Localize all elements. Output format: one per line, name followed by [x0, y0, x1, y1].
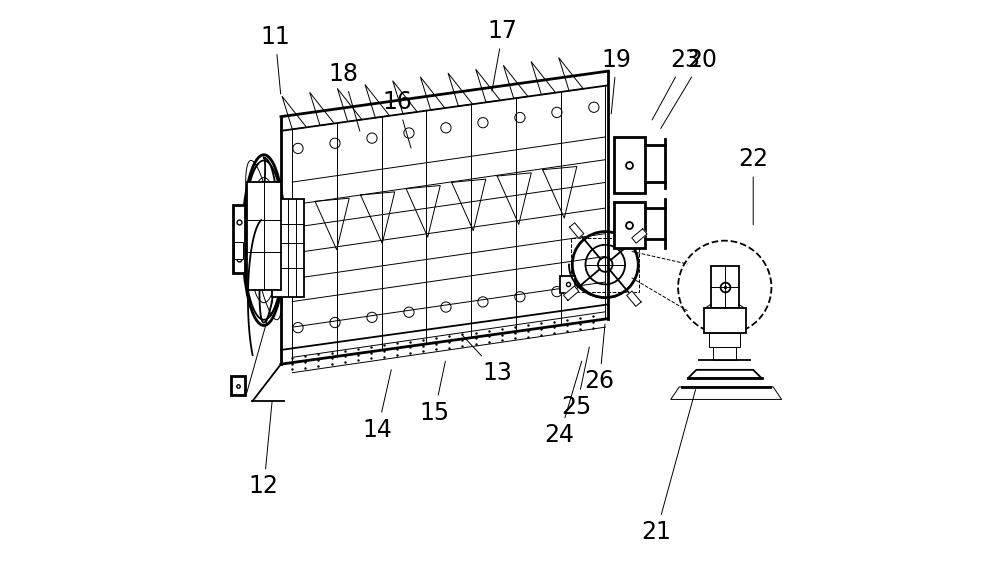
Text: 21: 21	[642, 390, 696, 544]
Polygon shape	[560, 276, 575, 293]
Text: 13: 13	[462, 335, 512, 385]
Text: 16: 16	[383, 90, 413, 148]
Circle shape	[598, 257, 613, 272]
Text: 19: 19	[602, 48, 632, 114]
Polygon shape	[671, 387, 782, 399]
Polygon shape	[272, 199, 304, 297]
Text: 12: 12	[249, 401, 279, 498]
Circle shape	[572, 232, 638, 298]
Polygon shape	[711, 266, 739, 308]
Text: 26: 26	[585, 324, 615, 393]
Text: 17: 17	[488, 19, 518, 91]
Text: 24: 24	[545, 361, 582, 447]
Polygon shape	[627, 291, 641, 306]
Text: 14: 14	[363, 370, 393, 442]
Polygon shape	[233, 205, 245, 273]
Polygon shape	[563, 286, 579, 300]
Text: 20: 20	[661, 48, 717, 129]
Text: 25: 25	[562, 347, 592, 419]
Circle shape	[585, 245, 625, 284]
Text: 18: 18	[329, 62, 360, 131]
Text: 15: 15	[420, 361, 450, 424]
Polygon shape	[713, 347, 736, 360]
Polygon shape	[709, 333, 740, 347]
Polygon shape	[704, 308, 746, 333]
Text: 11: 11	[260, 25, 290, 94]
Bar	[571, 238, 639, 292]
Polygon shape	[234, 242, 243, 259]
Polygon shape	[231, 376, 245, 395]
Polygon shape	[614, 137, 645, 193]
Text: 23: 23	[652, 48, 700, 120]
Polygon shape	[569, 223, 584, 238]
Polygon shape	[247, 182, 281, 290]
Polygon shape	[688, 370, 762, 378]
Polygon shape	[632, 229, 647, 243]
Polygon shape	[614, 202, 645, 248]
Text: 22: 22	[738, 147, 768, 225]
